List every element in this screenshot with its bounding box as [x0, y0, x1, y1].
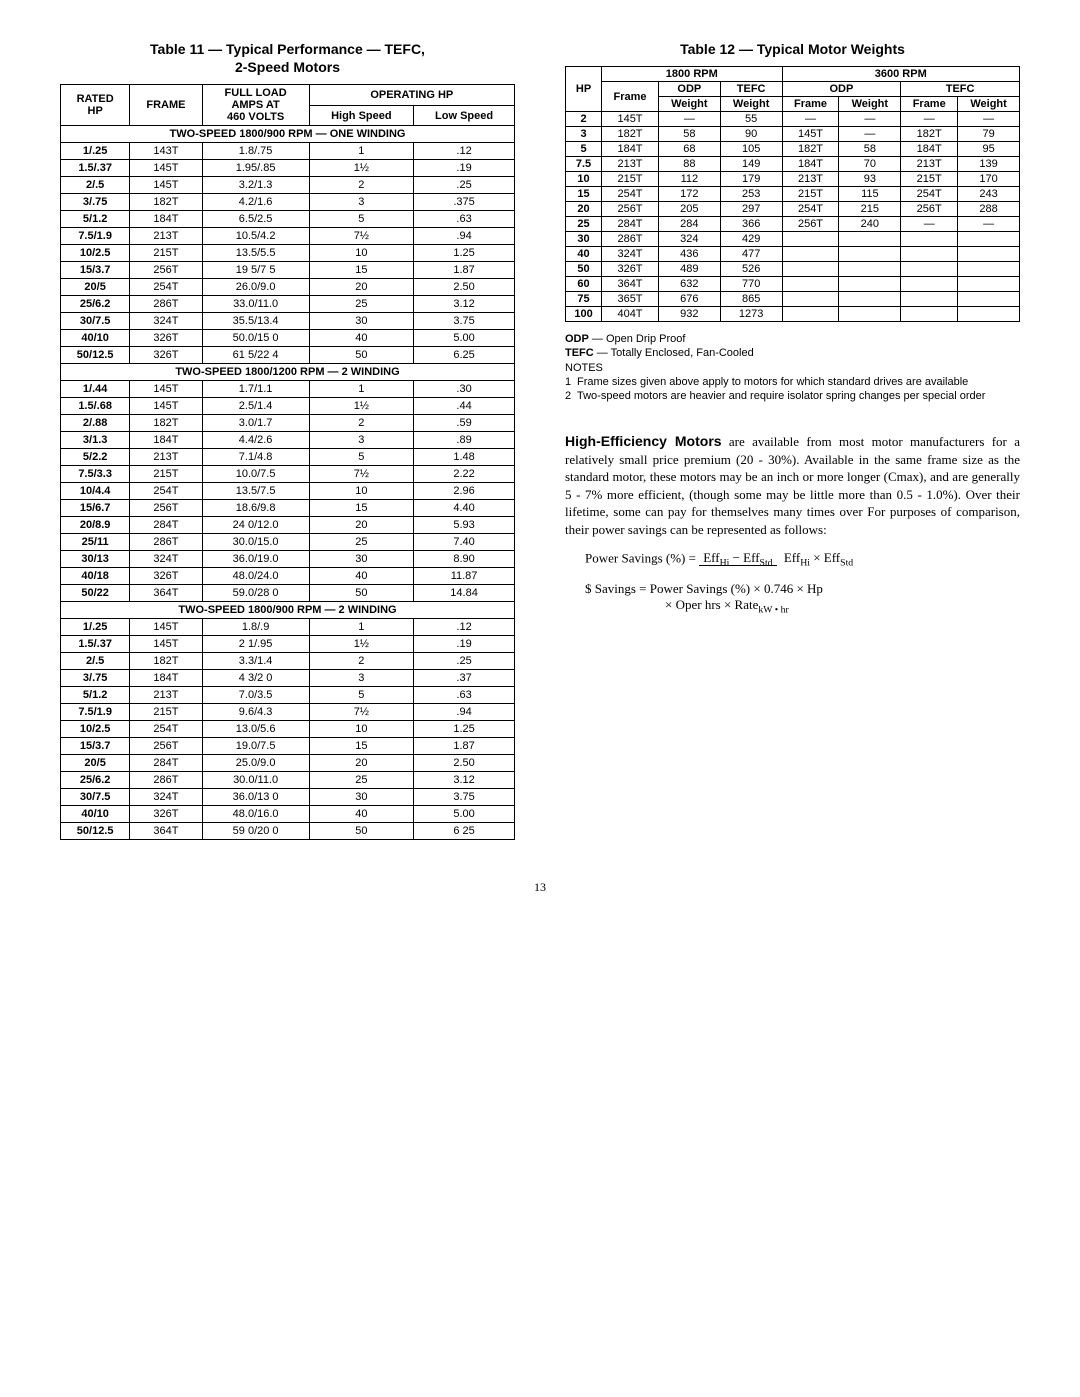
- table-row: 5184T68105182T58184T95: [566, 142, 1020, 157]
- table-row: 2/.5182T3.3/1.42.25: [61, 653, 515, 670]
- table-row: 40/10326T50.0/15 0405.00: [61, 330, 515, 347]
- table-row: 30/7.5324T35.5/13.4303.75: [61, 313, 515, 330]
- table-row: 40/10326T48.0/16.0405.00: [61, 806, 515, 823]
- t12-w3: Weight: [839, 97, 901, 112]
- table-row: 1.5/.37145T1.95/.851½.19: [61, 160, 515, 177]
- page-number: 13: [60, 880, 1020, 895]
- table-row: 1.5/.68145T2.5/1.41½.44: [61, 398, 515, 415]
- t12-tefc2: TEFC: [901, 82, 1020, 97]
- table-row: 50326T489526: [566, 262, 1020, 277]
- table-row: 5/2.2213T7.1/4.851.48: [61, 449, 515, 466]
- t12-w1: Weight: [658, 97, 720, 112]
- table-row: 40/18326T48.0/24.04011.87: [61, 568, 515, 585]
- section-label: TWO-SPEED 1800/900 RPM — ONE WINDING: [61, 126, 515, 143]
- t12-frame1: Frame: [602, 82, 659, 112]
- body-lead: High-Efficiency Motors: [565, 433, 722, 449]
- table12: HP 1800 RPM 3600 RPM Frame ODP TEFC ODP …: [565, 66, 1020, 322]
- th-lo: Low Speed: [414, 105, 515, 126]
- section-label: TWO-SPEED 1800/900 RPM — 2 WINDING: [61, 602, 515, 619]
- body-para: High-Efficiency Motors are available fro…: [565, 432, 1020, 539]
- table-row: 20/8.9284T24 0/12.0205.93: [61, 517, 515, 534]
- table-row: 10/2.5215T13.5/5.5101.25: [61, 245, 515, 262]
- th-rated: RATED HP: [61, 85, 130, 126]
- table-row: 25/6.2286T33.0/11.0253.12: [61, 296, 515, 313]
- table-row: 1/.25145T1.8/.91.12: [61, 619, 515, 636]
- table-row: 30/13324T36.0/19.0308.90: [61, 551, 515, 568]
- t12-tefc1: TEFC: [720, 82, 782, 97]
- formula1-lhs: Power Savings (%) =: [585, 551, 699, 566]
- section-label: TWO-SPEED 1800/1200 RPM — 2 WINDING: [61, 364, 515, 381]
- t12-w4: Weight: [958, 97, 1020, 112]
- table-row: 75365T676865: [566, 292, 1020, 307]
- tefc-text: — Totally Enclosed, Fan-Cooled: [594, 347, 754, 359]
- table-row: 50/12.5364T59 0/20 0506 25: [61, 823, 515, 840]
- formula1-den: EffHi × EffStd: [780, 550, 857, 565]
- formula2-line2: × Oper hrs × RatekW • hr: [665, 597, 1020, 616]
- table-row: 50/22364T59.0/28 05014.84: [61, 585, 515, 602]
- t12-3600: 3600 RPM: [782, 67, 1019, 82]
- t12-odp1: ODP: [658, 82, 720, 97]
- table-row: 5/1.2213T7.0/3.55.63: [61, 687, 515, 704]
- table-row: 15/3.7256T19.0/7.5151.87: [61, 738, 515, 755]
- formula2: $ Savings = Power Savings (%) × 0.746 × …: [585, 581, 1020, 616]
- table-row: 15/3.7256T19 5/7 5151.87: [61, 262, 515, 279]
- table12-title: Table 12 — Typical Motor Weights: [565, 40, 1020, 58]
- t12-1800: 1800 RPM: [602, 67, 783, 82]
- formula1: Power Savings (%) = EffHi − EffStd EffHi…: [585, 550, 1020, 569]
- table-row: 25284T284366256T240——: [566, 217, 1020, 232]
- table-row: 10/4.4254T13.5/7.5102.96: [61, 483, 515, 500]
- notes-label: NOTES: [565, 361, 1020, 375]
- formula2-line1: $ Savings = Power Savings (%) × 0.746 × …: [585, 581, 1020, 597]
- table-row: 25/6.2286T30.0/11.0253.12: [61, 772, 515, 789]
- table-row: 60364T632770: [566, 277, 1020, 292]
- tefc-label: TEFC: [565, 347, 594, 359]
- table-row: 2145T—55————: [566, 112, 1020, 127]
- table-row: 1/.25143T1.8/.751.12: [61, 143, 515, 160]
- table-row: 30286T324429: [566, 232, 1020, 247]
- table11: RATED HP FRAME FULL LOAD AMPS AT 460 VOL…: [60, 84, 515, 840]
- odp-label: ODP: [565, 333, 589, 345]
- table-row: 1/.44145T1.7/1.11.30: [61, 381, 515, 398]
- th-frame: FRAME: [130, 85, 202, 126]
- th-oper: OPERATING HP: [309, 85, 514, 106]
- body-text: are available from most motor manufactur…: [565, 434, 1020, 537]
- table11-title: Table 11 — Typical Performance — TEFC, 2…: [60, 40, 515, 76]
- t12-hp: HP: [566, 67, 602, 112]
- table-row: 3/1.3184T4.4/2.63.89: [61, 432, 515, 449]
- t12-w2: Weight: [720, 97, 782, 112]
- table-row: 7.5/3.3215T10.0/7.57½2.22: [61, 466, 515, 483]
- table-row: 10/2.5254T13.0/5.6101.25: [61, 721, 515, 738]
- table-row: 3/.75182T4.2/1.63.375: [61, 194, 515, 211]
- table-row: 15/6.7256T18.6/9.8154.40: [61, 500, 515, 517]
- t12-f3: Frame: [782, 97, 839, 112]
- table-row: 20256T205297254T215256T288: [566, 202, 1020, 217]
- table-row: 7.5213T88149184T70213T139: [566, 157, 1020, 172]
- table-row: 100404T9321273: [566, 307, 1020, 322]
- table-row: 1.5/.37145T2 1/.951½.19: [61, 636, 515, 653]
- table-row: 2/.5145T3.2/1.32.25: [61, 177, 515, 194]
- table-row: 25/11286T30.0/15.0257.40: [61, 534, 515, 551]
- note2: Two-speed motors are heavier and require…: [577, 389, 1020, 403]
- th-hi: High Speed: [309, 105, 414, 126]
- table-row: 40324T436477: [566, 247, 1020, 262]
- th-amps: FULL LOAD AMPS AT 460 VOLTS: [202, 85, 309, 126]
- table-row: 3/.75184T4 3/2 03.37: [61, 670, 515, 687]
- t12-odp2: ODP: [782, 82, 901, 97]
- table-row: 7.5/1.9213T10.5/4.27½.94: [61, 228, 515, 245]
- note1: Frame sizes given above apply to motors …: [577, 375, 1020, 389]
- legend: ODP — Open Drip Proof TEFC — Totally Enc…: [565, 332, 1020, 403]
- table-row: 15254T172253215T115254T243: [566, 187, 1020, 202]
- table-row: 20/5284T25.0/9.0202.50: [61, 755, 515, 772]
- table-row: 50/12.5326T61 5/22 4506.25: [61, 347, 515, 364]
- table-row: 20/5254T26.0/9.0202.50: [61, 279, 515, 296]
- odp-text: — Open Drip Proof: [589, 333, 686, 345]
- formula1-num: EffHi − EffStd: [699, 550, 776, 566]
- table-row: 7.5/1.9215T9.6/4.37½.94: [61, 704, 515, 721]
- table-row: 10215T112179213T93215T170: [566, 172, 1020, 187]
- table-row: 2/.88182T3.0/1.72.59: [61, 415, 515, 432]
- t12-f4: Frame: [901, 97, 958, 112]
- table-row: 5/1.2184T6.5/2.55.63: [61, 211, 515, 228]
- table-row: 3182T5890145T—182T79: [566, 127, 1020, 142]
- table-row: 30/7.5324T36.0/13 0303.75: [61, 789, 515, 806]
